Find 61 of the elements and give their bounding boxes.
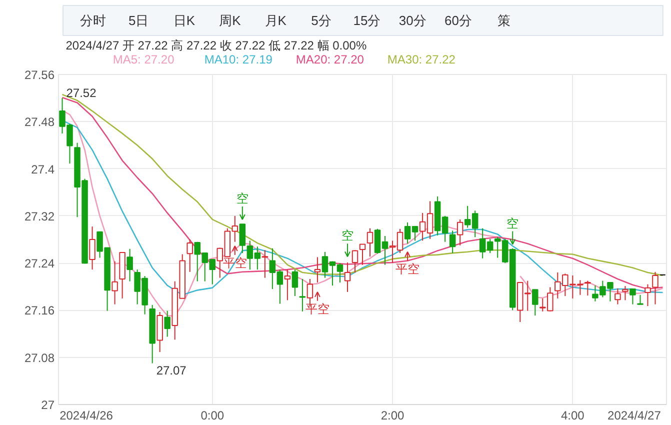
annotation: 空 bbox=[506, 216, 519, 230]
text: 5日 bbox=[128, 13, 149, 28]
candlestick bbox=[344, 262, 351, 292]
candlestick bbox=[262, 250, 268, 278]
candlestick bbox=[239, 224, 246, 254]
text: 15分 bbox=[353, 13, 381, 28]
candlestick bbox=[112, 260, 118, 305]
y-tick-label: 27.08 bbox=[24, 350, 55, 365]
candlestick bbox=[630, 288, 636, 305]
candlestick bbox=[89, 226, 96, 270]
candlestick bbox=[584, 280, 591, 296]
chart-title: 2024/4/27 开 27.22 高 27.22 收 27.22 低 27.22 幅 0.00% bbox=[66, 38, 367, 52]
y-tick-label: 27.48 bbox=[24, 115, 55, 130]
x-tick-label: 2:00 bbox=[380, 408, 405, 422]
x-tick-label: 2024/4/26 bbox=[60, 408, 114, 422]
text: 策 bbox=[497, 13, 510, 28]
candlestick bbox=[532, 289, 538, 316]
candlestick bbox=[637, 294, 644, 305]
annotation: 空 bbox=[236, 192, 248, 206]
candlestick bbox=[292, 269, 298, 297]
candlestick bbox=[456, 218, 464, 246]
text: MA20: 27.20 bbox=[296, 52, 364, 66]
candlestick bbox=[352, 250, 358, 273]
text: 60分 bbox=[444, 13, 472, 28]
x-tick-label: 4:00 bbox=[560, 408, 585, 422]
y-tick-label: 27.16 bbox=[24, 304, 55, 318]
y-tick-label: 27.24 bbox=[24, 256, 55, 271]
x-tick-label: 0:00 bbox=[200, 408, 224, 422]
y-tick-label: 27.32 bbox=[24, 209, 55, 224]
annotation: 平空 bbox=[222, 256, 247, 270]
candlestick bbox=[614, 288, 621, 305]
candlestick bbox=[359, 244, 366, 266]
y-tick-label: 27 bbox=[41, 398, 55, 412]
candlestick bbox=[186, 239, 193, 272]
annotation: 27.07 bbox=[156, 363, 187, 378]
annotation: 27.52 bbox=[66, 86, 97, 100]
text: MA30: 27.22 bbox=[387, 52, 456, 66]
text: MA5: 27.20 bbox=[112, 52, 175, 66]
candlestick bbox=[652, 271, 658, 305]
x-tick-label: 2024/4/27 bbox=[608, 408, 662, 422]
candlestick bbox=[284, 269, 291, 301]
annotation: 平空 bbox=[396, 262, 420, 276]
candlestick bbox=[299, 278, 306, 312]
annotation: 平空 bbox=[305, 302, 330, 316]
candlestick bbox=[164, 310, 170, 338]
candlestick bbox=[644, 284, 651, 307]
annotation: 空 bbox=[341, 228, 354, 243]
candlestick bbox=[622, 286, 628, 301]
candlestick bbox=[126, 248, 133, 282]
candlestick bbox=[314, 256, 321, 284]
candlestick bbox=[366, 228, 374, 258]
text: 日K bbox=[173, 13, 196, 28]
text: 5分 bbox=[311, 13, 332, 28]
y-tick-label: 27.56 bbox=[24, 68, 55, 82]
text: 周K bbox=[219, 13, 242, 28]
candlestick bbox=[449, 230, 456, 254]
text: 月K bbox=[264, 13, 287, 28]
text: MA10: 27.19 bbox=[204, 52, 273, 66]
text: 分时 bbox=[80, 13, 106, 28]
y-tick-label: 27.4 bbox=[31, 162, 55, 176]
text: 30分 bbox=[398, 13, 426, 28]
